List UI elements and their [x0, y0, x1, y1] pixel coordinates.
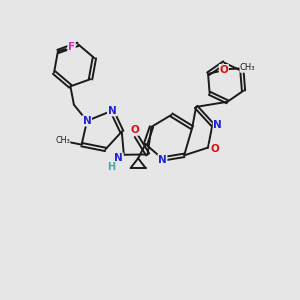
Text: O: O: [130, 125, 139, 135]
Text: CH₃: CH₃: [240, 63, 255, 72]
Text: O: O: [220, 65, 228, 75]
Text: CH₃: CH₃: [55, 136, 70, 145]
Text: H: H: [107, 162, 116, 172]
Text: N: N: [108, 106, 116, 116]
Text: O: O: [210, 144, 219, 154]
Text: N: N: [114, 153, 123, 163]
Text: F: F: [68, 42, 75, 52]
Text: N: N: [82, 116, 91, 126]
Text: N: N: [213, 120, 222, 130]
Text: N: N: [158, 154, 167, 164]
